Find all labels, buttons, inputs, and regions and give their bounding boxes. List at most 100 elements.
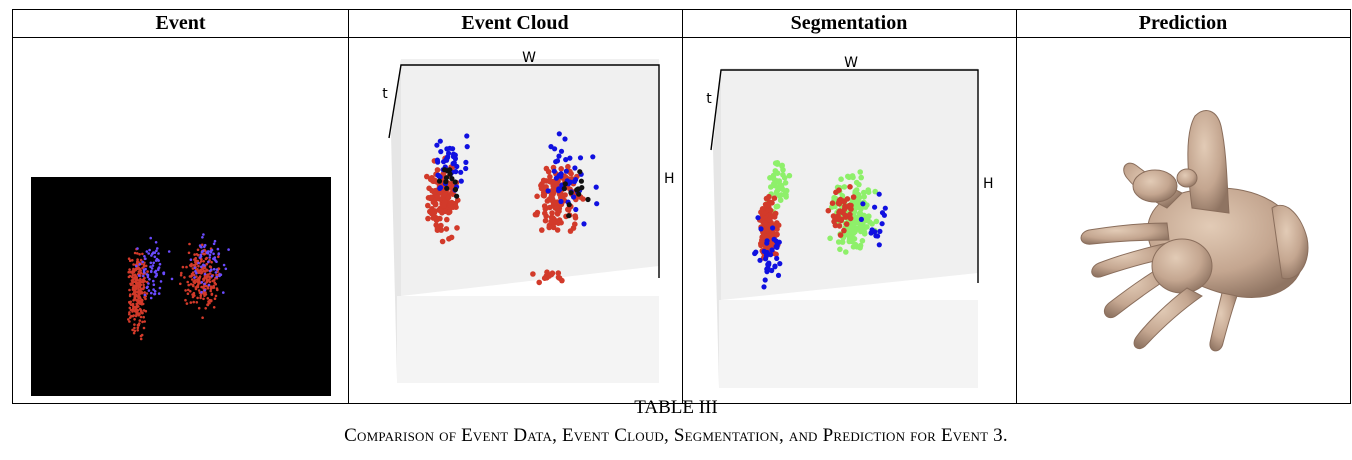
event-pixel (157, 252, 160, 255)
event-pixel (191, 293, 194, 296)
cloud-point (579, 185, 585, 191)
table-caption-label: TABLE III (634, 397, 718, 418)
event-pixel (157, 266, 161, 269)
event-pixel (155, 257, 159, 261)
axis-h-label: H (983, 176, 994, 192)
event-pixel (187, 251, 191, 255)
cloud-point (563, 168, 569, 174)
event-pixel (141, 279, 145, 282)
event-pixel (185, 265, 188, 269)
event-pixel (203, 289, 206, 292)
cloud-point (558, 173, 564, 179)
event-pixel (150, 291, 153, 295)
event-pixel (133, 323, 136, 326)
segment-point (837, 232, 844, 238)
event-pixel (212, 252, 215, 256)
segment-point (846, 174, 852, 181)
event-pixel (205, 256, 208, 260)
axis-w-label: W (844, 55, 858, 71)
cloud-point (464, 133, 470, 139)
event-pixel (197, 289, 201, 292)
event-pixel (139, 269, 142, 272)
cloud-point (555, 270, 562, 276)
event-pixel (212, 242, 216, 246)
event-pixel (217, 267, 221, 271)
event-pixel (137, 313, 140, 317)
cloud-point (449, 176, 455, 182)
segment-point (872, 229, 878, 235)
event-pixel (135, 277, 138, 281)
event-pixel (139, 283, 143, 287)
segment-point (767, 207, 774, 214)
cloud-point (549, 210, 555, 216)
segment-point (771, 195, 778, 201)
segment-point (829, 200, 836, 206)
cloud-point (552, 146, 558, 152)
event-pixel (196, 284, 200, 287)
axis-h-label: H (664, 171, 675, 187)
segment-point (764, 238, 770, 244)
event-pixel (128, 316, 132, 319)
segment-point (837, 246, 843, 253)
event-pixel (179, 273, 183, 277)
cloud-point (434, 142, 440, 148)
event-pixel (204, 284, 208, 288)
event-pixel (132, 284, 136, 287)
segment-point (764, 266, 770, 272)
column-divider (348, 10, 349, 403)
event-pixel (187, 288, 190, 292)
event-pixel (147, 282, 150, 285)
cloud-point (573, 206, 579, 213)
event-image (31, 177, 331, 396)
event-pixel (200, 265, 203, 269)
event-pixel (152, 261, 155, 265)
event-pixel (189, 258, 193, 261)
event-pixel (128, 302, 132, 305)
event-cell (13, 38, 348, 404)
event-pixel (195, 272, 198, 275)
event-pixel (141, 291, 144, 295)
cloud-point (425, 215, 431, 222)
event-pixel (139, 271, 143, 275)
cloud-point (553, 205, 560, 212)
segment-point (764, 249, 770, 256)
event-pixel (192, 300, 195, 304)
event-pixel (127, 270, 130, 274)
cloud-point (463, 165, 469, 172)
segment-point (850, 174, 856, 181)
event-pixel (144, 267, 147, 271)
segment-point (774, 244, 780, 250)
segment-point (782, 180, 789, 186)
event-pixel (140, 333, 144, 337)
event-pixel (146, 275, 150, 279)
event-pixel (159, 280, 163, 283)
cloud-point (566, 213, 572, 219)
segment-point (879, 210, 886, 216)
cloud-point (447, 145, 453, 151)
segment-point (770, 225, 776, 231)
cloud-point (452, 179, 458, 185)
event-pixel (217, 255, 220, 259)
event-pixel (188, 242, 191, 246)
event-pixel (202, 279, 205, 282)
event-pixel (218, 274, 221, 278)
cloud-point (438, 227, 444, 233)
cloud-point (536, 279, 542, 286)
segment-point (779, 163, 785, 169)
cloud-point (563, 157, 569, 163)
header-segmentation: Segmentation (790, 12, 908, 34)
event-pixel (205, 262, 208, 266)
cloud-point (463, 159, 469, 165)
segment-point (876, 242, 882, 248)
segment-point (769, 200, 775, 206)
event-pixel (202, 297, 205, 301)
event-pixel (146, 273, 150, 277)
cloud-point (568, 170, 574, 177)
cloud-point (546, 224, 552, 231)
event-pixel (137, 270, 141, 274)
event-pixel (138, 263, 141, 266)
cloud-point (446, 150, 452, 156)
cloud-point (539, 227, 545, 233)
event-pixel (201, 236, 204, 239)
event-pixel (208, 256, 211, 259)
